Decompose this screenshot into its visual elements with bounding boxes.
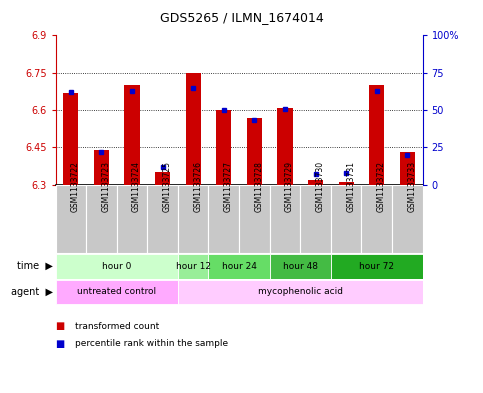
Bar	[400, 152, 415, 185]
Text: GSM1133724: GSM1133724	[132, 161, 141, 212]
Bar	[56, 279, 178, 304]
Bar	[63, 93, 78, 185]
Bar	[94, 150, 109, 185]
Bar	[56, 254, 178, 279]
Bar	[308, 180, 323, 185]
Text: agent  ▶: agent ▶	[11, 287, 53, 297]
Bar	[178, 185, 209, 253]
Bar	[209, 185, 239, 253]
Bar	[247, 118, 262, 185]
Bar	[300, 185, 331, 253]
Text: untreated control: untreated control	[77, 287, 156, 296]
Text: GDS5265 / ILMN_1674014: GDS5265 / ILMN_1674014	[159, 11, 324, 24]
Bar	[277, 108, 293, 185]
Text: GSM1133726: GSM1133726	[193, 161, 202, 212]
Text: hour 12: hour 12	[176, 262, 211, 271]
Text: GSM1133728: GSM1133728	[255, 162, 263, 212]
Bar	[86, 185, 117, 253]
Text: GSM1133732: GSM1133732	[377, 161, 386, 212]
Text: hour 72: hour 72	[359, 262, 394, 271]
Text: GSM1133729: GSM1133729	[285, 161, 294, 212]
Text: GSM1133723: GSM1133723	[101, 161, 111, 212]
Text: ■: ■	[56, 339, 65, 349]
Text: GSM1133722: GSM1133722	[71, 162, 80, 212]
Bar	[185, 73, 201, 185]
Text: hour 48: hour 48	[283, 262, 318, 271]
Bar	[117, 185, 147, 253]
Bar	[178, 279, 423, 304]
Bar	[339, 182, 354, 185]
Bar	[56, 185, 86, 253]
Text: hour 24: hour 24	[222, 262, 256, 271]
Bar	[270, 254, 331, 279]
Bar	[369, 85, 384, 185]
Bar	[331, 254, 423, 279]
Text: mycophenolic acid: mycophenolic acid	[258, 287, 343, 296]
Bar	[125, 85, 140, 185]
Bar	[239, 185, 270, 253]
Text: hour 0: hour 0	[102, 262, 131, 271]
Bar	[155, 172, 170, 185]
Text: transformed count: transformed count	[75, 322, 159, 331]
Bar	[209, 254, 270, 279]
Bar	[178, 254, 209, 279]
Bar	[216, 110, 231, 185]
Text: time  ▶: time ▶	[17, 261, 53, 271]
Bar	[361, 185, 392, 253]
Text: GSM1133730: GSM1133730	[315, 161, 325, 212]
Bar	[392, 185, 423, 253]
Bar	[270, 185, 300, 253]
Text: GSM1133731: GSM1133731	[346, 161, 355, 212]
Bar	[331, 185, 361, 253]
Text: percentile rank within the sample: percentile rank within the sample	[75, 340, 228, 348]
Text: ■: ■	[56, 321, 65, 331]
Text: GSM1133733: GSM1133733	[407, 161, 416, 212]
Text: GSM1133727: GSM1133727	[224, 161, 233, 212]
Bar	[147, 185, 178, 253]
Text: GSM1133725: GSM1133725	[163, 161, 171, 212]
